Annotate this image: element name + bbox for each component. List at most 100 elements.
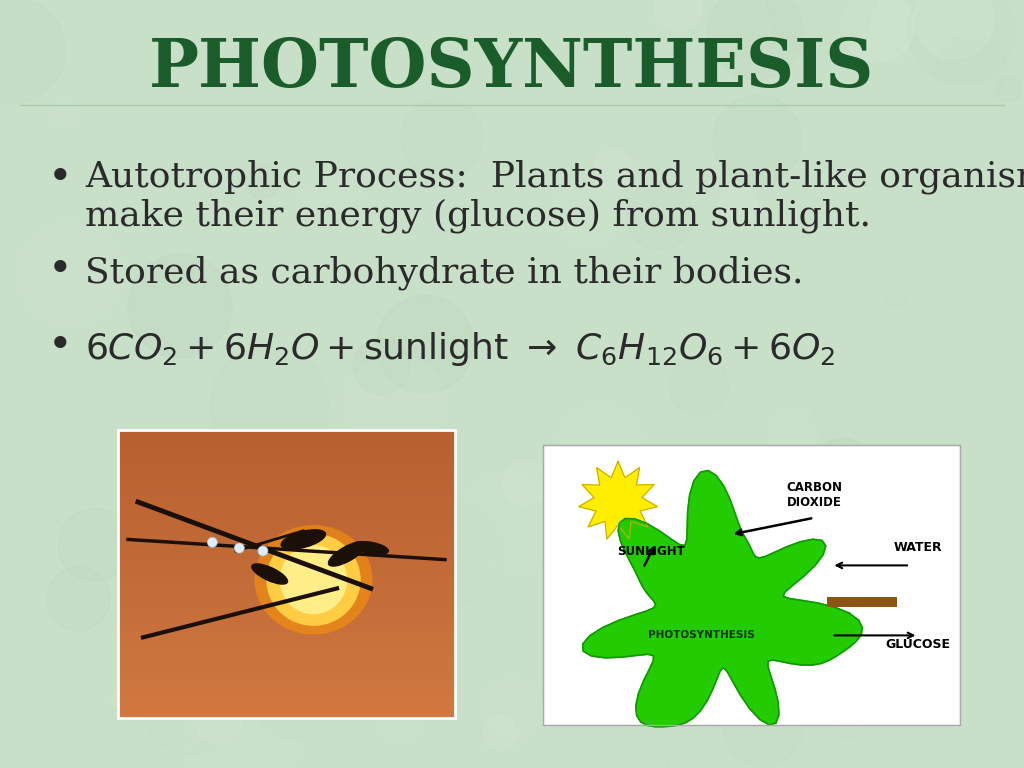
Ellipse shape — [251, 563, 288, 584]
Text: •: • — [48, 249, 73, 291]
Circle shape — [258, 546, 268, 556]
Bar — [118, 449, 455, 460]
Circle shape — [58, 508, 131, 581]
Text: •: • — [48, 157, 73, 199]
Bar — [118, 650, 455, 661]
Circle shape — [245, 164, 280, 198]
Circle shape — [207, 538, 217, 548]
Text: make their energy (glucose) from sunlight.: make their energy (glucose) from sunligh… — [85, 198, 871, 233]
Circle shape — [112, 688, 135, 711]
Bar — [118, 670, 455, 680]
Bar — [118, 507, 455, 518]
Bar — [118, 699, 455, 710]
Circle shape — [559, 406, 642, 489]
Circle shape — [713, 95, 803, 185]
Circle shape — [122, 551, 236, 664]
Bar — [118, 689, 455, 700]
Bar — [118, 497, 455, 508]
Bar — [118, 468, 455, 479]
Circle shape — [899, 627, 929, 657]
Circle shape — [767, 0, 872, 55]
Circle shape — [813, 438, 872, 498]
Circle shape — [183, 684, 298, 768]
Bar — [118, 641, 455, 652]
Circle shape — [669, 356, 729, 415]
Ellipse shape — [280, 545, 347, 614]
Bar — [118, 526, 455, 537]
Text: •: • — [48, 325, 73, 367]
Text: PHOTOSYNTHESIS: PHOTOSYNTHESIS — [150, 35, 874, 101]
Circle shape — [714, 594, 821, 700]
Bar — [118, 458, 455, 469]
Bar — [118, 603, 455, 614]
Bar — [118, 554, 455, 565]
Circle shape — [258, 676, 322, 739]
Ellipse shape — [255, 525, 373, 634]
Text: CARBON
DIOXIDE: CARBON DIOXIDE — [786, 482, 842, 509]
Circle shape — [0, 0, 66, 104]
Bar — [118, 430, 455, 718]
Circle shape — [379, 677, 423, 720]
Bar — [543, 445, 961, 725]
Ellipse shape — [352, 541, 389, 555]
Circle shape — [594, 150, 634, 190]
Circle shape — [345, 355, 447, 457]
Bar — [118, 593, 455, 604]
Circle shape — [996, 76, 1022, 101]
Bar — [826, 597, 897, 607]
Circle shape — [381, 701, 422, 742]
Ellipse shape — [266, 534, 360, 626]
Circle shape — [20, 223, 122, 325]
Circle shape — [238, 443, 267, 472]
Text: Autotrophic Process:  Plants and plant-like organisms: Autotrophic Process: Plants and plant-li… — [85, 160, 1024, 194]
Circle shape — [708, 0, 804, 80]
Bar — [118, 545, 455, 556]
Circle shape — [841, 0, 914, 62]
Circle shape — [333, 171, 364, 202]
Bar — [118, 680, 455, 690]
Circle shape — [301, 188, 330, 217]
Circle shape — [881, 91, 975, 186]
Circle shape — [401, 98, 483, 179]
Bar — [118, 564, 455, 575]
Circle shape — [142, 650, 238, 744]
Text: PHOTOSYNTHESIS: PHOTOSYNTHESIS — [648, 631, 755, 641]
Circle shape — [627, 183, 693, 250]
Bar — [118, 430, 455, 718]
Circle shape — [803, 132, 903, 233]
Bar — [118, 439, 455, 450]
Ellipse shape — [328, 541, 367, 567]
Circle shape — [769, 409, 819, 459]
Circle shape — [484, 680, 543, 738]
Circle shape — [210, 346, 329, 464]
Bar — [118, 574, 455, 584]
Circle shape — [503, 460, 549, 506]
Bar — [118, 612, 455, 623]
Bar — [118, 622, 455, 633]
Circle shape — [364, 576, 403, 615]
Text: GLUCOSE: GLUCOSE — [886, 638, 951, 651]
Ellipse shape — [281, 529, 327, 550]
Circle shape — [483, 715, 519, 750]
Circle shape — [880, 186, 962, 267]
Circle shape — [191, 693, 243, 744]
Circle shape — [234, 543, 245, 553]
Circle shape — [353, 339, 410, 395]
Bar — [118, 488, 455, 498]
Circle shape — [46, 567, 110, 631]
Bar — [118, 660, 455, 671]
Text: $6CO_2 + 6H_2O + \mathrm{sunlight}\ \rightarrow\ C_6H_{12}O_6 + 6O_2$: $6CO_2 + 6H_2O + \mathrm{sunlight}\ \rig… — [85, 330, 836, 368]
Text: SUNLIGHT: SUNLIGHT — [617, 545, 685, 558]
Polygon shape — [583, 471, 862, 727]
Circle shape — [223, 588, 342, 707]
Bar — [118, 631, 455, 642]
Circle shape — [719, 187, 758, 225]
Bar — [118, 478, 455, 488]
Circle shape — [344, 647, 396, 700]
Text: Stored as carbohydrate in their bodies.: Stored as carbohydrate in their bodies. — [85, 255, 804, 290]
Bar — [118, 430, 455, 441]
Bar — [118, 708, 455, 719]
Circle shape — [376, 296, 474, 393]
Circle shape — [54, 104, 77, 126]
Polygon shape — [579, 462, 657, 539]
